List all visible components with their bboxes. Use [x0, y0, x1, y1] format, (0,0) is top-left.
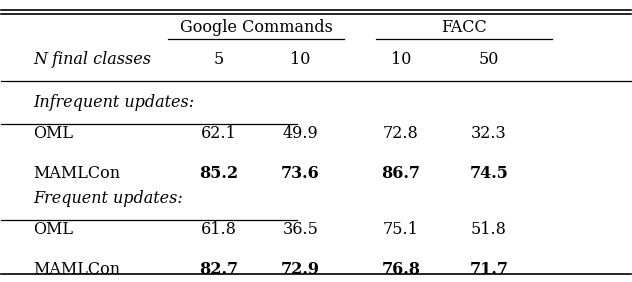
- Text: 10: 10: [290, 51, 310, 68]
- Text: 36.5: 36.5: [283, 221, 318, 238]
- Text: 74.5: 74.5: [470, 166, 509, 182]
- Text: MAMLCon: MAMLCon: [33, 166, 120, 182]
- Text: 72.9: 72.9: [281, 261, 320, 278]
- Text: N final classes: N final classes: [33, 51, 151, 68]
- Text: 50: 50: [479, 51, 499, 68]
- Text: Google Commands: Google Commands: [179, 19, 332, 36]
- Text: 73.6: 73.6: [281, 166, 320, 182]
- Text: 75.1: 75.1: [383, 221, 419, 238]
- Text: 10: 10: [391, 51, 411, 68]
- Text: 82.7: 82.7: [199, 261, 238, 278]
- Text: 5: 5: [214, 51, 224, 68]
- Text: 76.8: 76.8: [382, 261, 420, 278]
- Text: Infrequent updates:: Infrequent updates:: [33, 94, 194, 111]
- Text: OML: OML: [33, 125, 73, 142]
- Text: Frequent updates:: Frequent updates:: [33, 191, 183, 208]
- Text: MAMLCon: MAMLCon: [33, 261, 120, 278]
- Text: 85.2: 85.2: [199, 166, 238, 182]
- Text: 51.8: 51.8: [471, 221, 507, 238]
- Text: 61.8: 61.8: [200, 221, 236, 238]
- Text: FACC: FACC: [441, 19, 487, 36]
- Text: 49.9: 49.9: [283, 125, 318, 142]
- Text: OML: OML: [33, 221, 73, 238]
- Text: 71.7: 71.7: [470, 261, 509, 278]
- Text: 32.3: 32.3: [471, 125, 507, 142]
- Text: 62.1: 62.1: [200, 125, 236, 142]
- Text: 86.7: 86.7: [382, 166, 420, 182]
- Text: 72.8: 72.8: [383, 125, 419, 142]
